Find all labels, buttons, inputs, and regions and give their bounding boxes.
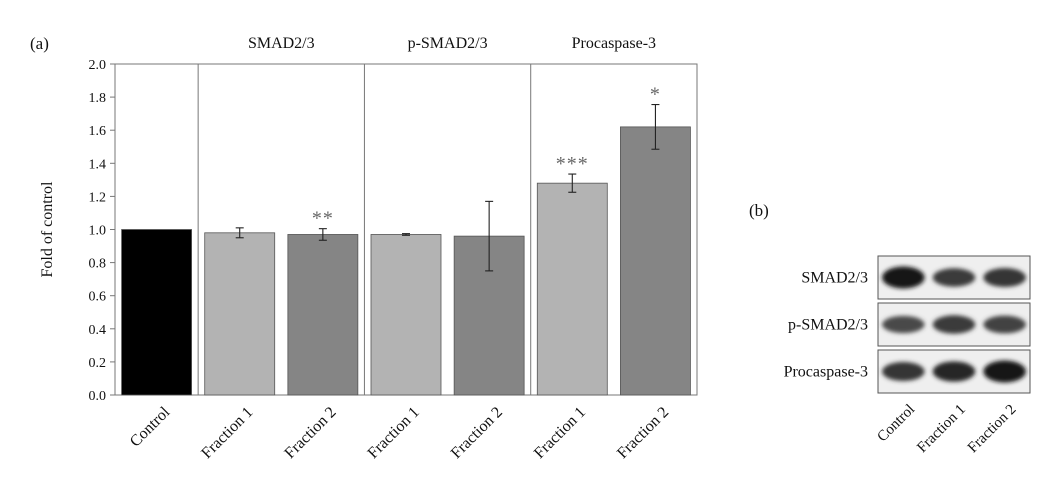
bar xyxy=(121,229,192,396)
blot-lane-label: Fraction 2 xyxy=(965,402,1020,457)
blot-lane-label: Fraction 1 xyxy=(914,402,969,457)
x-category-label: Fraction 2 xyxy=(614,404,672,462)
blot-lane-label: Control xyxy=(874,402,918,446)
blot-band xyxy=(932,268,976,287)
bar-chart: (a) 0.0 0.2 0.4 0.6 0.8 1.0 1.2 1.4 1.6 1.8 2.0 Fold… xyxy=(30,34,698,462)
y-tick-label: 0.2 xyxy=(89,356,107,371)
blot-band xyxy=(882,266,925,289)
y-tick-label: 0.6 xyxy=(89,290,107,305)
y-tick-label: 1.4 xyxy=(89,157,107,172)
blot-band xyxy=(932,315,976,334)
bar xyxy=(370,234,442,396)
blot-band xyxy=(983,315,1026,334)
significance-marker: ** xyxy=(312,208,334,230)
y-axis-label: Fold of control xyxy=(39,181,56,278)
x-category-label: Fraction 1 xyxy=(365,404,423,462)
x-category-label: Control xyxy=(127,403,174,450)
y-tick-label: 2.0 xyxy=(89,58,107,73)
x-category-label: Fraction 1 xyxy=(531,404,589,462)
blot-band xyxy=(882,362,925,381)
y-tick-label: 0.0 xyxy=(89,389,107,404)
blot-band xyxy=(983,268,1026,287)
group-label: SMAD2/3 xyxy=(248,35,315,52)
x-category-label: Fraction 2 xyxy=(281,404,339,462)
x-category-label: Fraction 2 xyxy=(448,404,506,462)
group-label: Procaspase-3 xyxy=(572,35,656,52)
blot-row-label: Procaspase-3 xyxy=(784,364,868,381)
bar xyxy=(536,182,608,396)
significance-marker: *** xyxy=(556,153,589,175)
group-label: p-SMAD2/3 xyxy=(408,35,488,52)
y-tick-label: 1.6 xyxy=(89,124,107,139)
significance-marker: * xyxy=(650,84,661,106)
y-tick-label: 0.8 xyxy=(89,257,107,272)
panel-label-a: (a) xyxy=(30,34,49,53)
bar xyxy=(204,232,276,396)
y-tick-label: 1.0 xyxy=(89,224,107,239)
y-tick-label: 1.2 xyxy=(89,190,107,205)
blot-band xyxy=(882,315,925,334)
x-category-label: Fraction 1 xyxy=(198,404,256,462)
panel-label-b: (b) xyxy=(749,201,769,220)
y-tick-label: 0.4 xyxy=(89,323,107,338)
y-tick-label: 1.8 xyxy=(89,91,107,106)
blot-band xyxy=(983,360,1026,383)
blot-row-label: p-SMAD2/3 xyxy=(788,317,868,334)
western-blot-panel: (b)SMAD2/3p-SMAD2/3Procaspase-3ControlFr… xyxy=(749,201,1031,457)
blot-band xyxy=(932,361,976,382)
blot-row-label: SMAD2/3 xyxy=(801,270,868,287)
bar xyxy=(287,234,359,396)
bar xyxy=(620,126,691,396)
